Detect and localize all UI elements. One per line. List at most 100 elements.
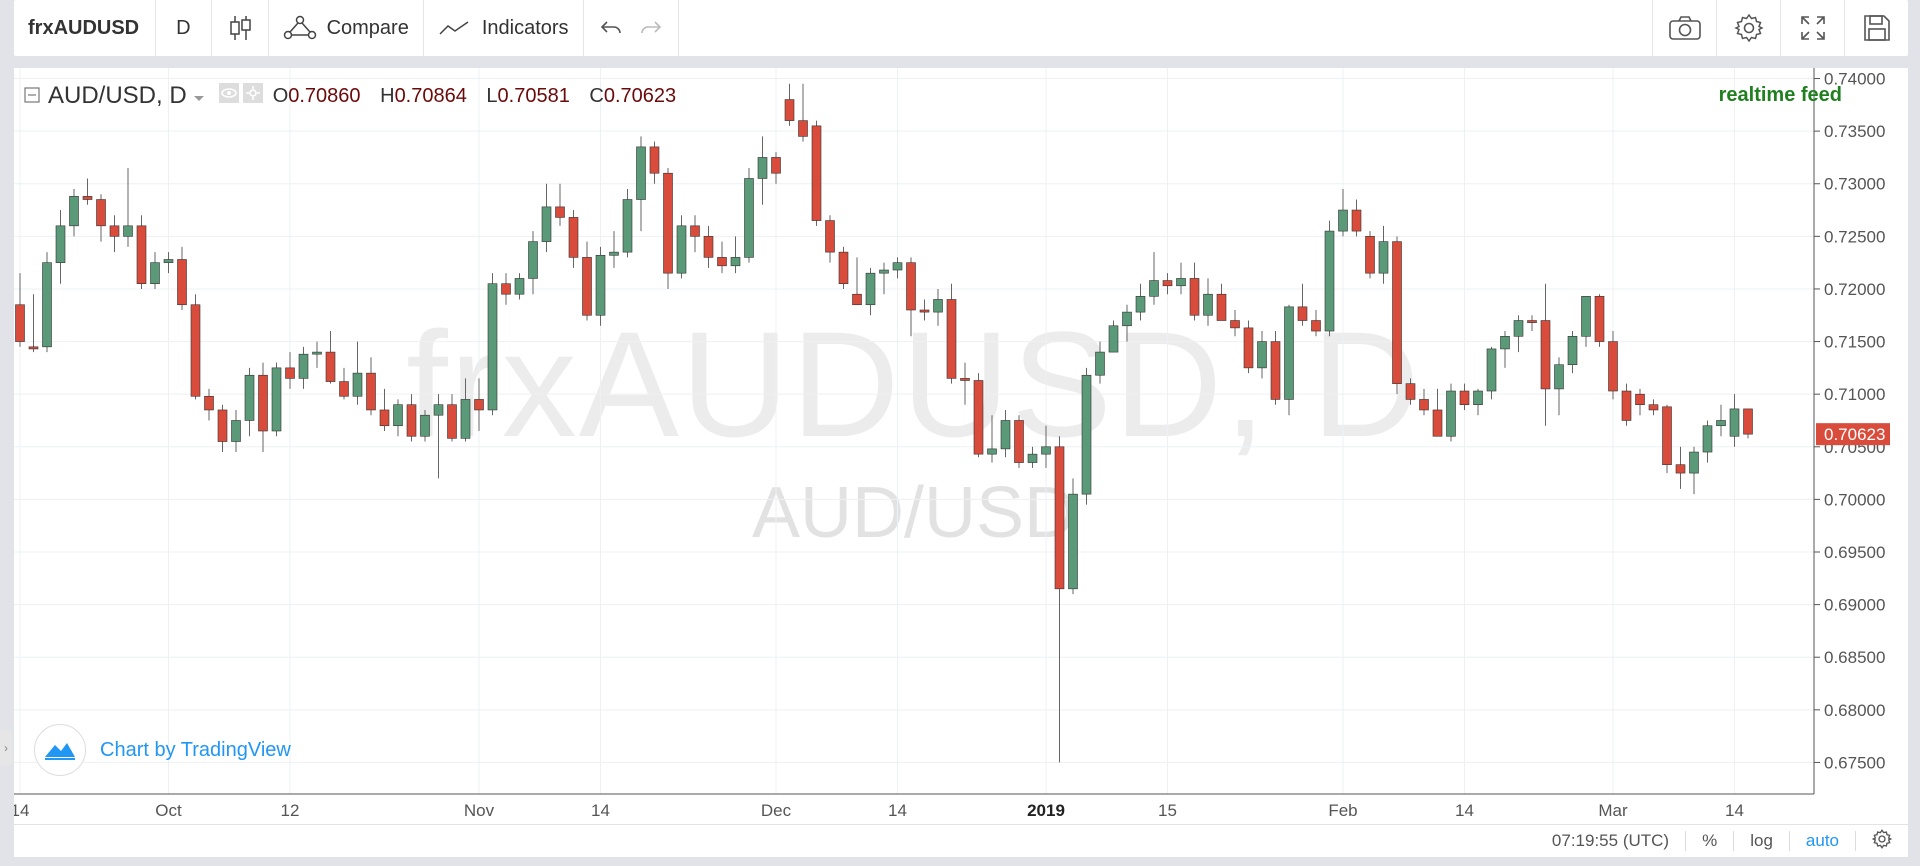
candle-body — [136, 225, 147, 284]
chart-panel[interactable]: frxAUDUSD, D AUD/USD 0.74000 0.73500 0.730… — [14, 68, 1908, 824]
auto-scale-toggle[interactable]: auto — [1788, 831, 1855, 851]
high-label: H — [380, 84, 395, 107]
fullscreen-icon — [1799, 14, 1827, 42]
y-tick-label: 0.71500 — [1824, 333, 1885, 352]
candle-body — [892, 262, 903, 271]
camera-icon — [1668, 15, 1702, 41]
candle-body — [1027, 453, 1038, 463]
open-value: 0.70860 — [288, 84, 361, 107]
candle-body — [1473, 390, 1483, 405]
settings-button[interactable] — [1716, 0, 1780, 56]
scale-settings-button[interactable] — [1855, 828, 1908, 851]
y-tick-label: 0.72000 — [1824, 280, 1885, 299]
candle-body — [784, 99, 795, 121]
candle-body — [1486, 348, 1497, 392]
x-tick-label: 15 — [1158, 801, 1177, 820]
snapshot-button[interactable] — [1652, 0, 1716, 56]
candle-body — [150, 262, 160, 284]
log-toggle[interactable]: log — [1733, 831, 1789, 851]
tradingview-branding[interactable]: Chart by TradingView — [34, 724, 291, 776]
candle-body — [325, 351, 336, 382]
sidebar-expand-handle[interactable]: › — [0, 730, 12, 766]
candle-body — [528, 241, 538, 279]
compare-button[interactable]: Compare — [269, 0, 424, 56]
candle-body — [838, 251, 849, 284]
candle-body — [541, 206, 552, 242]
y-tick-label: 0.74000 — [1824, 70, 1885, 89]
candle-body — [244, 374, 255, 421]
symbol-search-button[interactable]: frxAUDUSD — [14, 0, 157, 56]
candlestick-chart[interactable]: 0.74000 0.73500 0.73000 0.72500 0.72000 0.715… — [14, 68, 1908, 824]
gear-icon — [1733, 13, 1764, 43]
high-value: 0.70864 — [394, 84, 467, 107]
fullscreen-button[interactable] — [1780, 0, 1844, 56]
redo-icon[interactable] — [640, 19, 662, 37]
candle-body — [258, 374, 268, 432]
legend-dropdown-icon[interactable] — [193, 83, 205, 109]
y-tick-label: 0.71000 — [1824, 385, 1885, 404]
y-tick-label: 0.68500 — [1824, 648, 1885, 667]
y-tick-label: 0.69000 — [1824, 596, 1885, 615]
indicators-button[interactable]: Indicators — [424, 0, 584, 56]
candle-body — [1216, 293, 1227, 321]
percent-toggle[interactable]: % — [1685, 831, 1733, 851]
tradingview-logo-icon — [34, 724, 86, 776]
candle-body — [1270, 341, 1281, 400]
candle-body — [703, 236, 714, 258]
candle-body — [960, 378, 970, 381]
collapse-legend-icon[interactable] — [24, 83, 40, 109]
legend-symbol[interactable]: AUD/USD, D — [48, 82, 187, 109]
candle-body — [1554, 364, 1564, 390]
candle-body — [1257, 341, 1267, 369]
candle-body — [1230, 320, 1240, 329]
candle-body — [1338, 209, 1348, 232]
save-button[interactable] — [1844, 0, 1908, 56]
candle-body — [946, 299, 957, 379]
candle-body — [177, 259, 187, 306]
candle-body — [1729, 408, 1740, 437]
y-tick-label: 0.67500 — [1824, 753, 1885, 772]
x-tick-label: 14 — [1725, 801, 1744, 820]
candle-body — [1392, 241, 1402, 384]
candle-body — [973, 380, 984, 455]
candle-body — [1297, 306, 1308, 321]
candle-body — [1621, 390, 1632, 421]
candle-body — [433, 404, 444, 416]
y-tick-label: 0.68000 — [1824, 701, 1885, 720]
candle-body — [42, 262, 52, 348]
chart-type-button[interactable] — [212, 0, 269, 56]
candle-body — [406, 404, 417, 437]
candle-body — [1648, 404, 1659, 411]
candle-body — [717, 257, 727, 267]
candle-body — [1135, 296, 1146, 313]
candle-body — [379, 409, 390, 427]
candle-body — [285, 367, 295, 379]
candle-body — [1108, 325, 1119, 353]
candle-body — [852, 293, 862, 306]
candle-body — [1054, 446, 1065, 590]
candle-body — [582, 257, 592, 316]
interval-button[interactable]: D — [156, 0, 212, 56]
legend-settings-icon[interactable] — [242, 83, 263, 109]
candle-body — [919, 309, 930, 313]
candle-body — [1702, 425, 1713, 453]
x-tick-label: 14 — [1455, 801, 1474, 820]
ohlc-values: O0.70860 H0.70864 L0.70581 C0.70623 — [273, 85, 690, 108]
candle-body — [1203, 293, 1213, 316]
y-tick-label: 0.70000 — [1824, 490, 1885, 509]
candle-body — [879, 269, 889, 274]
eye-icon[interactable] — [218, 83, 239, 109]
candle-body — [1095, 351, 1105, 376]
candle-body — [69, 196, 79, 227]
candle-body — [420, 414, 430, 437]
x-tick-label: 14 — [14, 801, 29, 820]
undo-icon[interactable] — [600, 19, 622, 37]
candle-body — [163, 259, 174, 263]
candle-body — [190, 304, 201, 397]
candle-body — [1176, 278, 1186, 287]
candle-body — [298, 353, 309, 379]
low-value: 0.70581 — [497, 84, 570, 107]
candle-body — [312, 351, 322, 355]
candle-body — [1419, 399, 1429, 411]
candle-body — [1527, 320, 1537, 323]
